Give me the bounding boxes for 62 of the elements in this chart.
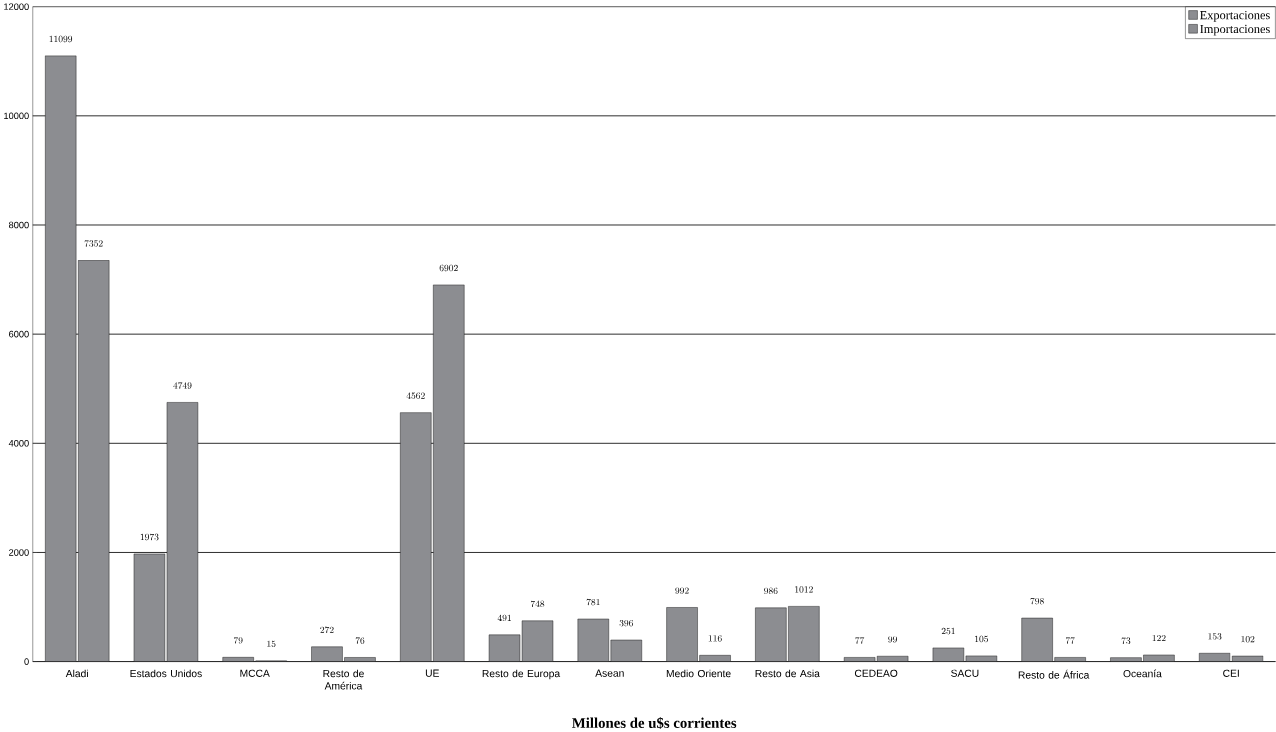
data-label: 79 bbox=[233, 636, 243, 644]
bar bbox=[489, 634, 520, 662]
x-tick-label: Oceanía bbox=[1123, 669, 1162, 678]
bar bbox=[45, 55, 77, 662]
bar bbox=[666, 607, 698, 662]
data-label: 77 bbox=[1065, 637, 1075, 644]
data-label: 781 bbox=[586, 598, 600, 606]
x-tick-label: Aladi bbox=[65, 669, 88, 677]
y-tick-label: 4000 bbox=[8, 439, 29, 447]
x-tick-label: Estados Unidos bbox=[130, 669, 202, 677]
x-tick-label: UE bbox=[425, 669, 439, 677]
data-label: 11099 bbox=[49, 35, 73, 42]
x-tick-label: Resto de África bbox=[1018, 669, 1090, 679]
data-label: 77 bbox=[855, 637, 865, 644]
data-label: 992 bbox=[675, 587, 689, 594]
y-tick-label: 8000 bbox=[8, 221, 29, 229]
data-label: 15 bbox=[267, 640, 276, 647]
y-tick-label: 10000 bbox=[4, 112, 29, 119]
legend-label: Importaciones bbox=[1200, 24, 1270, 36]
data-label: 396 bbox=[619, 619, 634, 627]
x-tick-label: CEDEAO bbox=[854, 669, 898, 677]
bar bbox=[311, 646, 343, 662]
data-label: 7352 bbox=[84, 240, 103, 247]
data-label: 251 bbox=[941, 627, 955, 635]
data-label: 491 bbox=[497, 614, 511, 621]
data-label: 153 bbox=[1208, 633, 1222, 640]
x-tick-label: SACU bbox=[951, 669, 979, 677]
legend-label: Exportaciones bbox=[1200, 10, 1270, 22]
bar bbox=[1021, 617, 1053, 662]
data-label: 4562 bbox=[406, 392, 425, 399]
data-label: 6902 bbox=[439, 264, 458, 272]
x-tick-label: Resto de América bbox=[323, 669, 364, 690]
data-label: 122 bbox=[1152, 634, 1166, 641]
x-tick-label: Asean bbox=[595, 669, 624, 677]
y-tick-label: 12000 bbox=[4, 3, 29, 10]
data-label: 102 bbox=[1241, 635, 1255, 643]
x-tick-label: Resto de Europa bbox=[482, 669, 561, 680]
bar bbox=[1232, 655, 1264, 662]
data-label: 116 bbox=[708, 635, 722, 642]
bar bbox=[400, 412, 432, 662]
bar bbox=[577, 618, 609, 662]
y-tick-label: 6000 bbox=[9, 330, 29, 338]
data-label: 798 bbox=[1030, 597, 1044, 605]
x-tick-label: Medio Oriente bbox=[666, 669, 731, 677]
data-label: 748 bbox=[530, 600, 545, 607]
bar bbox=[133, 553, 165, 662]
data-label: 73 bbox=[1121, 637, 1131, 644]
data-label: 1012 bbox=[795, 586, 813, 593]
data-label: 99 bbox=[888, 635, 897, 643]
data-label: 4749 bbox=[173, 382, 192, 389]
y-tick-label: 2000 bbox=[9, 548, 29, 556]
data-label: 76 bbox=[355, 637, 365, 644]
x-tick-label: MCCA bbox=[240, 669, 270, 677]
x-tick-label: Resto de Asia bbox=[755, 669, 820, 677]
data-label: 1973 bbox=[140, 533, 159, 541]
x-tick-label: CEI bbox=[1223, 669, 1239, 677]
x-axis-title: Millones de u$s corrientes bbox=[572, 716, 737, 729]
data-label: 986 bbox=[764, 587, 778, 594]
bar bbox=[755, 607, 787, 662]
data-label: 272 bbox=[320, 626, 334, 633]
data-label: 105 bbox=[975, 635, 989, 642]
y-tick-label: 0 bbox=[24, 658, 29, 665]
